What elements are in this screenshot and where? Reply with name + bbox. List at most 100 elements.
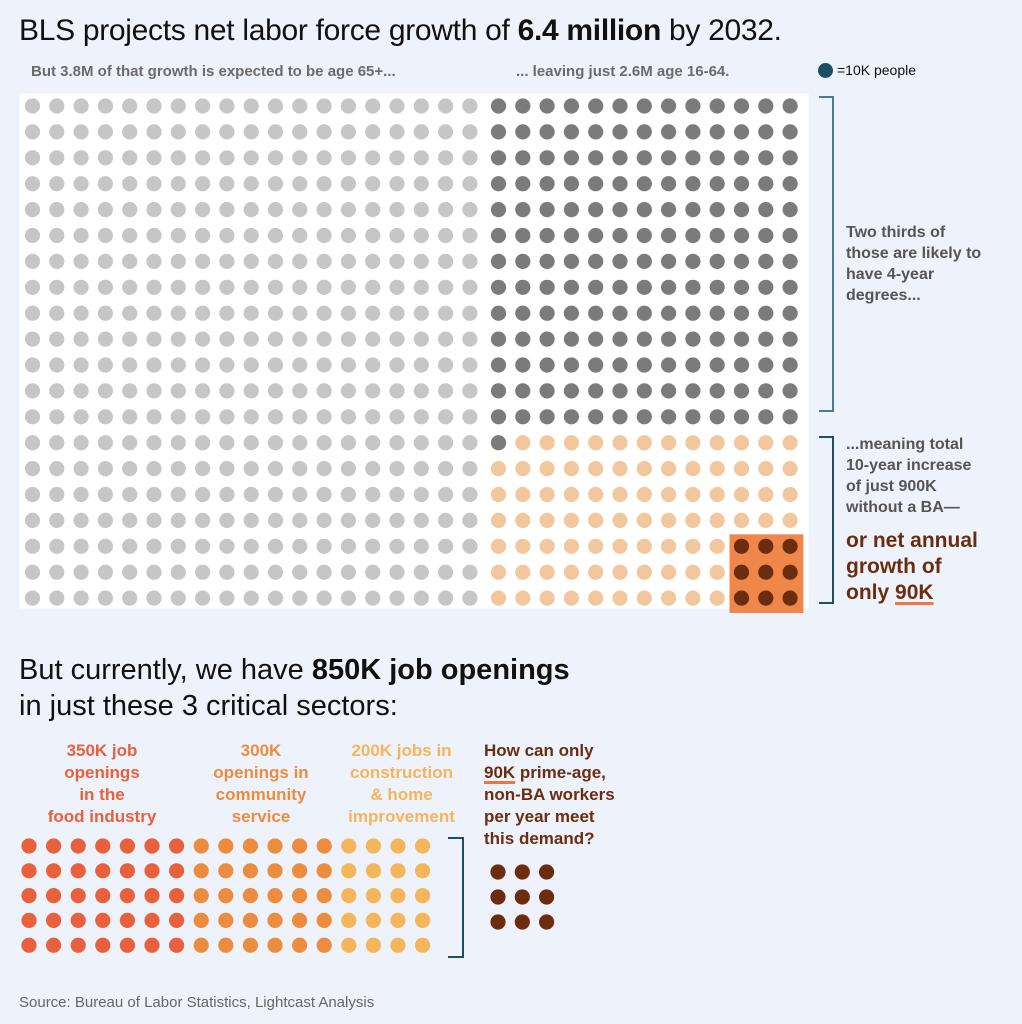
waffle-dot-age65	[462, 331, 478, 347]
waffle-dot-ba	[733, 409, 750, 425]
waffle-dot-non-ba	[563, 461, 580, 477]
waffle-dot-ba	[758, 227, 774, 244]
waffle-dot-age65	[438, 279, 454, 295]
waffle-dot-age65	[219, 253, 235, 269]
waffle-dot-ba	[563, 253, 580, 269]
note-degrees: Two thirds of those are likely to have 4…	[846, 222, 981, 306]
waffle-dot-age65	[267, 461, 284, 477]
waffle-dot-age65	[219, 202, 235, 218]
waffle-dot-sector-2	[390, 888, 406, 904]
waffle-dot-ba	[539, 279, 555, 295]
waffle-dot-sector-0	[21, 838, 37, 854]
waffle-dot-non-ba	[685, 564, 701, 580]
waffle-dot-age65	[97, 435, 113, 451]
note-meaning-line: 10-year increase	[846, 457, 972, 474]
waffle-dot-age65	[292, 435, 308, 451]
waffle-dot-sector-2	[390, 863, 406, 879]
waffle-dot-non-ba	[685, 538, 701, 554]
waffle-dot-age65	[292, 383, 308, 399]
waffle-dot-age65	[462, 279, 478, 295]
waffle-dot-sector-1	[267, 863, 283, 879]
waffle-dot-age65	[267, 512, 284, 529]
waffle-dot-ba	[490, 98, 507, 114]
waffle-dot-age65	[146, 227, 162, 244]
waffle-dot-ba	[490, 305, 507, 321]
waffle-dot-ba	[685, 176, 701, 192]
waffle-dot-age65	[389, 357, 405, 373]
waffle-dot-age65	[267, 435, 284, 451]
waffle-dot-ba	[588, 305, 604, 321]
waffle-dot-age65	[195, 435, 211, 451]
legend-label: =10K people	[837, 62, 917, 78]
waffle-dot-age65	[316, 176, 332, 192]
waffle-dot-ba	[515, 409, 531, 425]
waffle-dot-age65	[49, 409, 65, 425]
waffle-dot-non-ba	[515, 486, 531, 503]
waffle-dot-annual	[733, 564, 750, 580]
waffle-dot-sector-0	[70, 912, 86, 929]
waffle-dot-non-ba	[515, 512, 531, 529]
waffle-dot-ba	[685, 383, 701, 399]
waffle-dot-ba	[539, 150, 555, 166]
waffle-dot-age65	[24, 486, 41, 503]
waffle-dot-age65	[146, 590, 162, 606]
note-meaning-line: without a BA—	[846, 499, 960, 516]
waffle-dot-ba	[733, 124, 750, 140]
waffle-dot-age65	[146, 512, 162, 529]
waffle-dot-non-ba	[490, 538, 507, 554]
waffle-dot-sector-0	[119, 863, 135, 879]
waffle-dot-age65	[292, 176, 308, 192]
waffle-dot-age65	[219, 590, 235, 606]
waffle-dot-sector-0	[119, 838, 135, 854]
waffle-dot-ba	[661, 150, 677, 166]
waffle-dot-age65	[49, 202, 65, 218]
waffle-dot-ba	[758, 176, 774, 192]
waffle-dot-age65	[73, 98, 89, 114]
waffle-dot-age65	[122, 409, 138, 425]
waffle-dot-sector-1	[267, 912, 283, 929]
waffle-dot-age65	[122, 253, 138, 269]
waffle-dot-sector-1	[218, 838, 234, 854]
waffle-dot-age65	[73, 461, 89, 477]
waffle-dot-ba	[563, 150, 580, 166]
waffle-dot-non-ba	[636, 512, 652, 529]
note-meaning-line: ...meaning total	[846, 436, 964, 453]
waffle-dot-age65	[243, 512, 259, 529]
waffle-dot-ba	[490, 176, 507, 192]
waffle-dot-sector-2	[415, 888, 431, 904]
waffle-dot-age65	[462, 383, 478, 399]
waffle-dot-age65	[389, 564, 405, 580]
waffle-dot-age65	[267, 150, 284, 166]
waffle-dot-comparison	[514, 864, 530, 880]
note-annual-growth: or net annual growth of only 90K	[846, 528, 978, 606]
waffle-dot-ba	[612, 383, 628, 399]
waffle-dot-non-ba	[758, 435, 774, 451]
waffle-dot-age65	[73, 176, 89, 192]
waffle-dot-age65	[97, 124, 113, 140]
waffle-dot-age65	[267, 305, 284, 321]
waffle-dot-age65	[316, 590, 332, 606]
waffle-dot-sector-1	[193, 863, 209, 879]
waffle-dot-age65	[267, 331, 284, 347]
waffle-dot-age65	[195, 202, 211, 218]
waffle-dot-non-ba	[782, 486, 798, 503]
waffle-dot-age65	[97, 253, 113, 269]
waffle-dot-age65	[195, 590, 211, 606]
waffle-dot-age65	[97, 383, 113, 399]
waffle-dot-age65	[122, 486, 138, 503]
waffle-dot-age65	[49, 512, 65, 529]
note-meaning: ...meaning total 10-year increase of jus…	[846, 434, 971, 518]
waffle-dot-ba	[588, 409, 604, 425]
waffle-dot-ba	[612, 279, 628, 295]
waffle-dot-age65	[24, 512, 41, 529]
waffle-dot-non-ba	[490, 461, 507, 477]
waffle-dot-ba	[515, 253, 531, 269]
waffle-dot-non-ba	[709, 538, 725, 554]
waffle-dot-age65	[267, 409, 284, 425]
waffle-dot-sector-0	[70, 838, 86, 854]
waffle-dot-ba	[733, 253, 750, 269]
waffle-dot-age65	[195, 124, 211, 140]
waffle-dot-age65	[340, 279, 356, 295]
waffle-dot-ba	[685, 202, 701, 218]
waffle-dot-non-ba	[782, 435, 798, 451]
